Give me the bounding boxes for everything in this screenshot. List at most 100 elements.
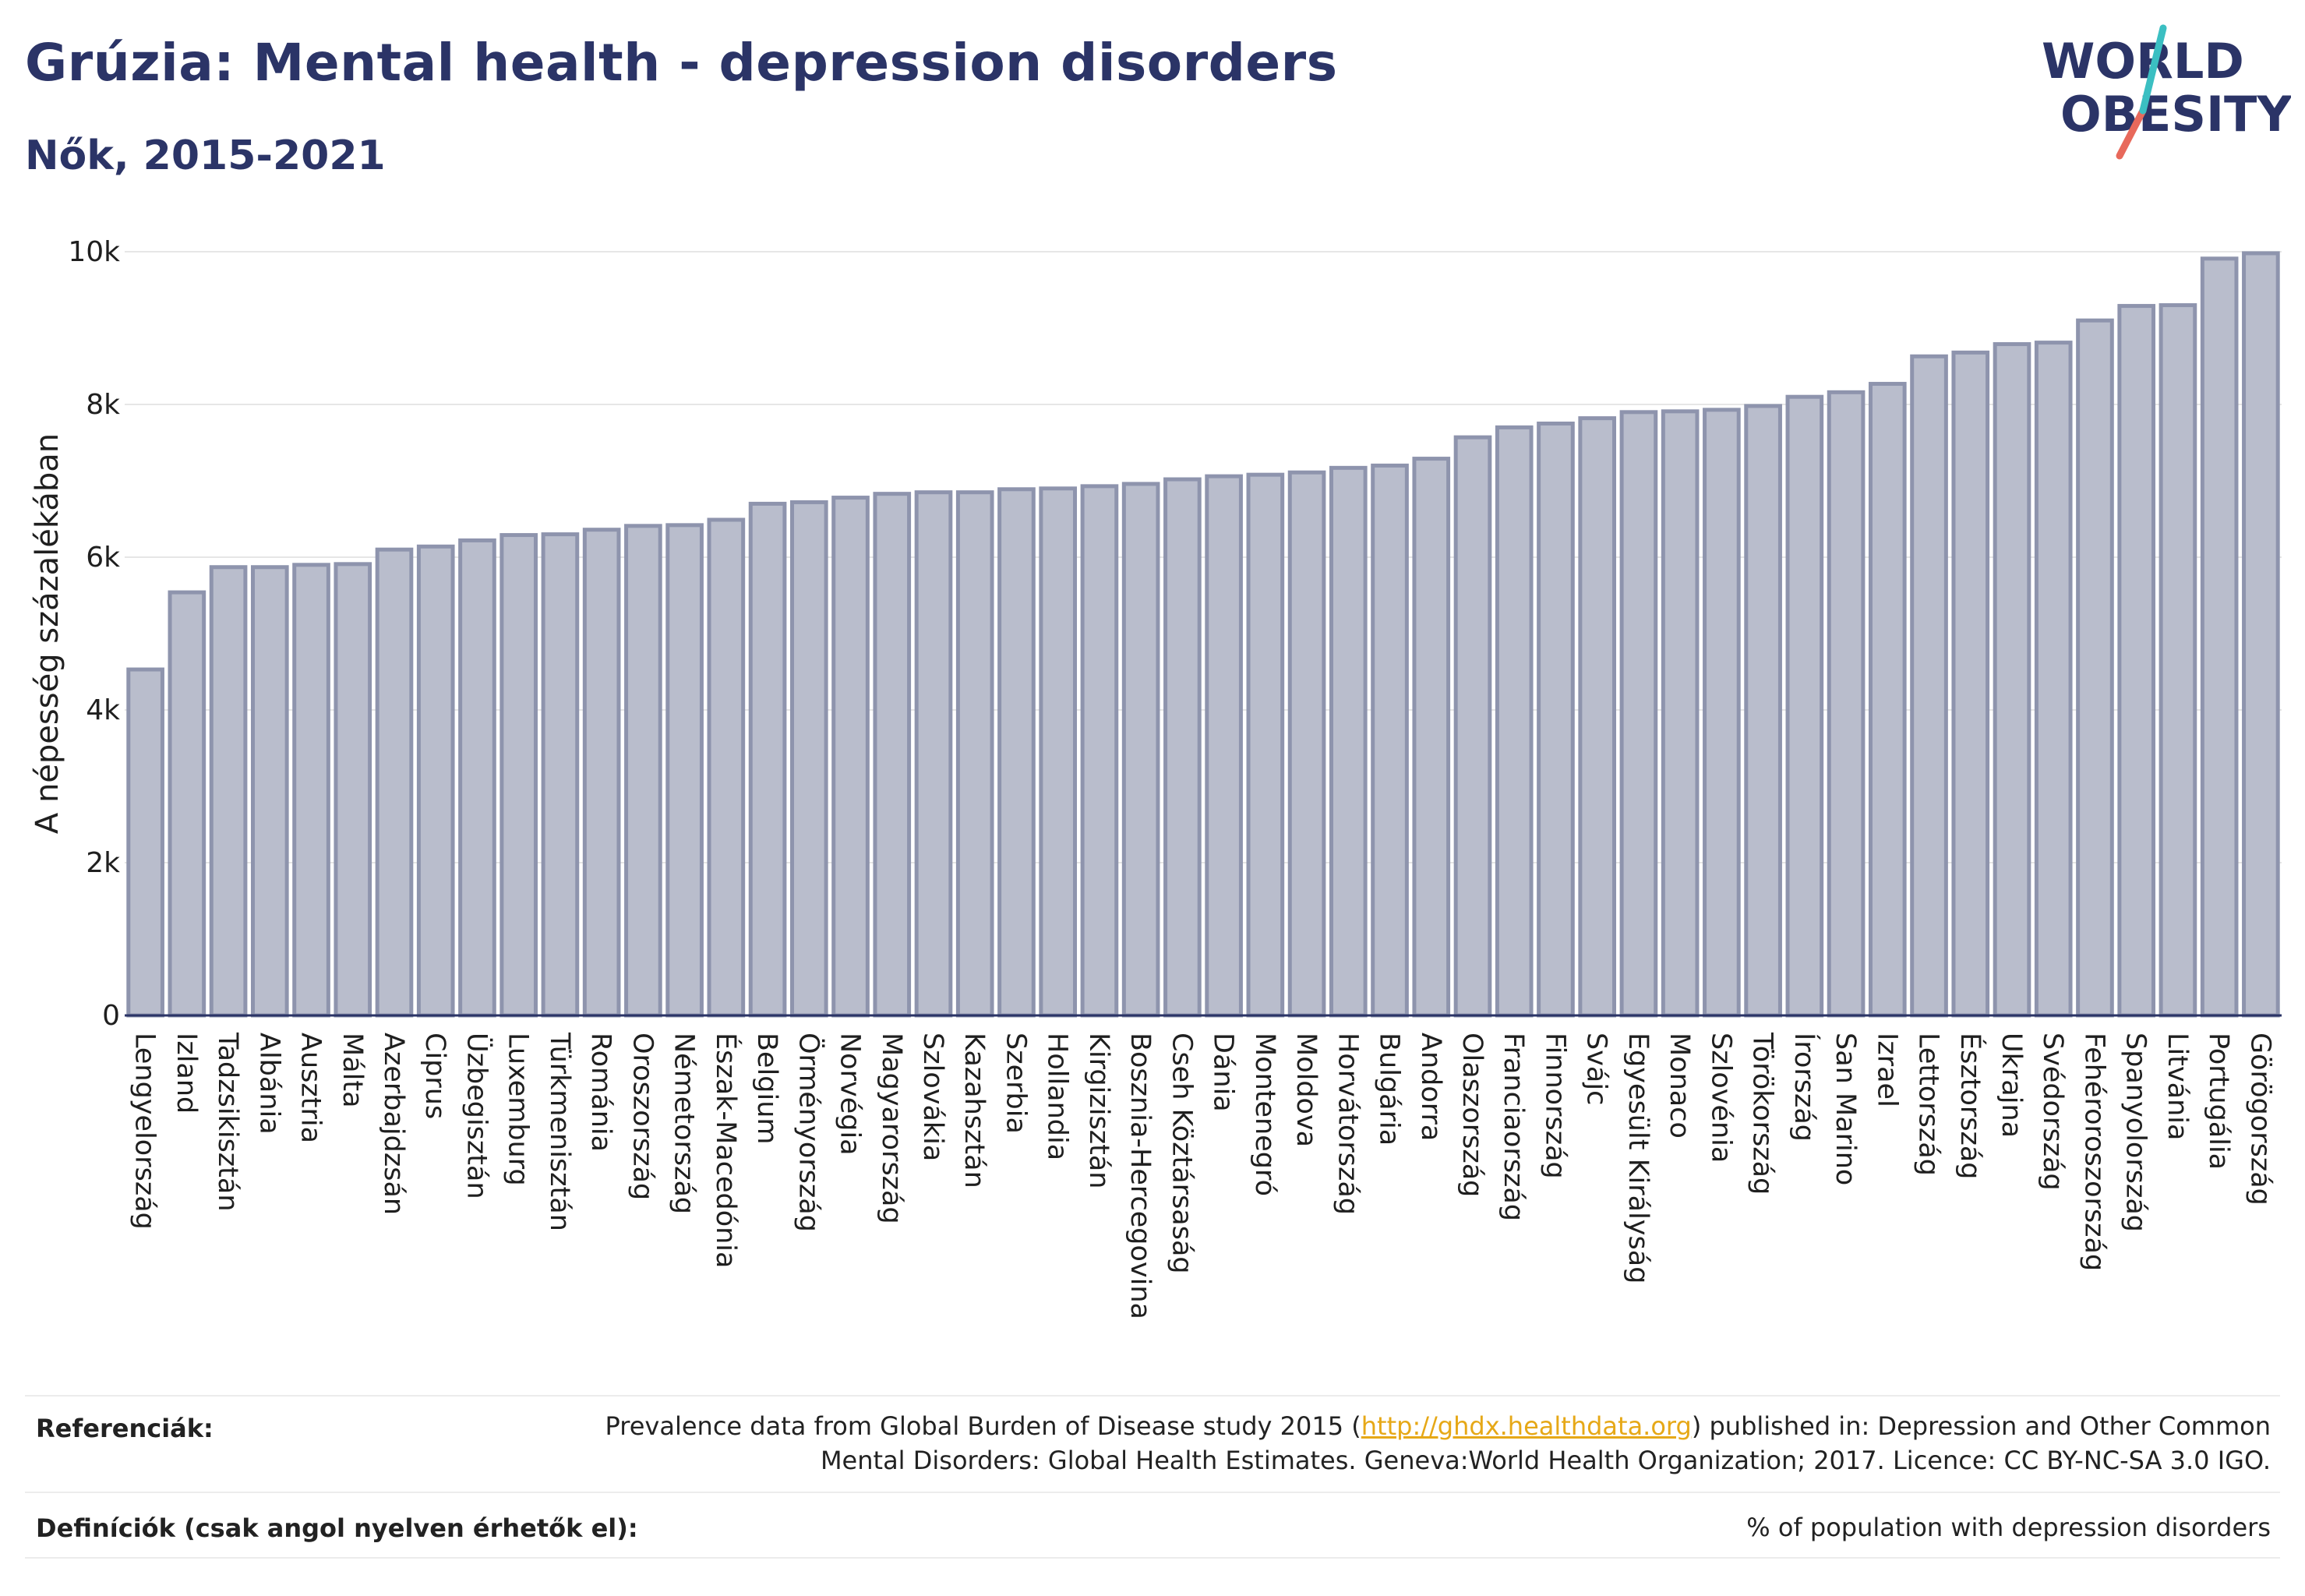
x-category-label: Egyesült Királyság [1622, 1033, 1654, 1284]
x-category-label: Andorra [1415, 1033, 1446, 1141]
y-tick-label: 6k [86, 542, 120, 574]
bar[interactable] [2076, 318, 2114, 1018]
bar[interactable] [1910, 354, 1948, 1018]
bar[interactable] [2200, 256, 2239, 1018]
bar[interactable] [1371, 463, 1409, 1018]
bar-chart: 0 2k 4k 6k 8k 10k Lengyelország Izland Tadzsiki… [30, 236, 2282, 1319]
bar[interactable] [748, 501, 787, 1018]
y-tick-label: 2k [86, 847, 120, 879]
bar[interactable] [831, 496, 870, 1018]
bar[interactable] [1619, 410, 1658, 1018]
x-category-label: Kazahsztán [958, 1033, 990, 1188]
bar[interactable] [1329, 465, 1368, 1018]
x-category-label: Örményország [792, 1033, 825, 1232]
bar[interactable] [1785, 394, 1824, 1018]
y-tick-label: 8k [86, 389, 120, 421]
x-category-label: Románia [585, 1033, 616, 1152]
x-category-label: Kirgizisztán [1083, 1033, 1114, 1188]
bar[interactable] [209, 565, 248, 1018]
bar[interactable] [1163, 477, 1202, 1018]
x-category-label: Spanyolország [2120, 1033, 2151, 1232]
references-label: Referenciák: [36, 1414, 214, 1443]
x-category-label: Litvánia [2162, 1033, 2193, 1140]
x-category-label: Montenegró [1249, 1033, 1280, 1196]
x-category-label: Oroszország [627, 1033, 658, 1200]
bar[interactable] [458, 538, 496, 1018]
x-category-label: Izland [171, 1033, 202, 1114]
bar[interactable] [416, 544, 455, 1018]
x-category-label: Málta [337, 1033, 368, 1108]
x-category-label: Dánia [1208, 1033, 1239, 1112]
logo-slash-upper [2139, 24, 2167, 115]
y-tick-label: 4k [86, 694, 120, 726]
bar[interactable] [1661, 409, 1700, 1018]
bar[interactable] [2242, 251, 2280, 1018]
bar[interactable] [1121, 482, 1160, 1018]
bar[interactable] [1495, 425, 1534, 1018]
x-category-label: Görögország [2244, 1033, 2275, 1206]
references-text-2: ) published in: Depression and Other Com… [1691, 1411, 2271, 1441]
bar[interactable] [707, 517, 746, 1018]
bar[interactable] [914, 490, 953, 1018]
bar[interactable] [2117, 304, 2156, 1018]
x-category-label: Bosznia-Hercegovina [1124, 1033, 1156, 1319]
bar[interactable] [1080, 484, 1119, 1018]
x-category-label: San Marino [1830, 1033, 1861, 1185]
bar[interactable] [1287, 470, 1326, 1018]
bar[interactable] [334, 562, 372, 1018]
bar[interactable] [499, 533, 538, 1018]
references-text-1: Prevalence data from Global Burden of Di… [605, 1411, 1361, 1441]
bar[interactable] [997, 487, 1036, 1018]
y-axis-ticks: 0 2k 4k 6k 8k 10k [68, 236, 120, 1032]
bar[interactable] [250, 565, 289, 1018]
bar[interactable] [2159, 303, 2197, 1018]
bar[interactable] [1453, 435, 1492, 1018]
bar[interactable] [126, 667, 164, 1018]
bar[interactable] [1993, 342, 2031, 1018]
x-category-label: Hollandia [1042, 1033, 1073, 1160]
bar[interactable] [873, 492, 912, 1018]
x-category-label: Ausztria [295, 1033, 327, 1143]
x-category-label: Bulgária [1374, 1033, 1405, 1146]
x-category-label: Azerbajdzsán [378, 1033, 409, 1215]
bar[interactable] [1578, 416, 1617, 1018]
bar[interactable] [541, 532, 580, 1018]
x-category-label: Írország [1788, 1033, 1821, 1142]
x-category-label: Szlovákia [917, 1033, 948, 1161]
bar[interactable] [375, 547, 414, 1018]
x-category-label: Svédország [2037, 1033, 2068, 1191]
bar[interactable] [168, 590, 206, 1018]
footer-divider-top [25, 1395, 2280, 1396]
footer-divider-bottom [25, 1557, 2280, 1559]
bar[interactable] [1703, 408, 1741, 1018]
bar[interactable] [1039, 486, 1078, 1018]
x-category-label: Monaco [1664, 1033, 1695, 1139]
bar[interactable] [1827, 390, 1866, 1018]
bar[interactable] [1951, 350, 1990, 1018]
bar[interactable] [292, 563, 330, 1018]
bar[interactable] [1744, 404, 1782, 1018]
bar[interactable] [1537, 422, 1575, 1018]
bars [126, 251, 2280, 1018]
bar[interactable] [2034, 341, 2073, 1018]
bar[interactable] [582, 528, 621, 1018]
bar[interactable] [1412, 457, 1451, 1018]
bar[interactable] [1246, 472, 1285, 1018]
bar[interactable] [1868, 382, 1907, 1018]
references-link[interactable]: http://ghdx.healthdata.org [1361, 1411, 1692, 1441]
y-axis-label: A népesség százalékában [30, 433, 65, 834]
references-text-3: Mental Disorders: Global Health Estimate… [820, 1446, 2271, 1475]
bar[interactable] [1205, 474, 1243, 1018]
bar[interactable] [955, 490, 994, 1018]
x-category-label: Németország [669, 1033, 700, 1214]
bar[interactable] [624, 524, 662, 1018]
bar[interactable] [665, 523, 704, 1018]
bar[interactable] [789, 500, 828, 1018]
x-category-label: Magyarország [876, 1033, 907, 1224]
definitions-label: Definíciók (csak angol nyelven érhetők e… [36, 1513, 638, 1543]
x-category-label: Szerbia [1000, 1033, 1031, 1134]
x-category-label: Türkmenisztán [544, 1032, 575, 1231]
x-category-label: Olaszország [1456, 1033, 1488, 1197]
x-category-label: Ukrajna [1996, 1033, 2027, 1138]
world-obesity-logo: WORLD OBESITY [2042, 24, 2291, 160]
